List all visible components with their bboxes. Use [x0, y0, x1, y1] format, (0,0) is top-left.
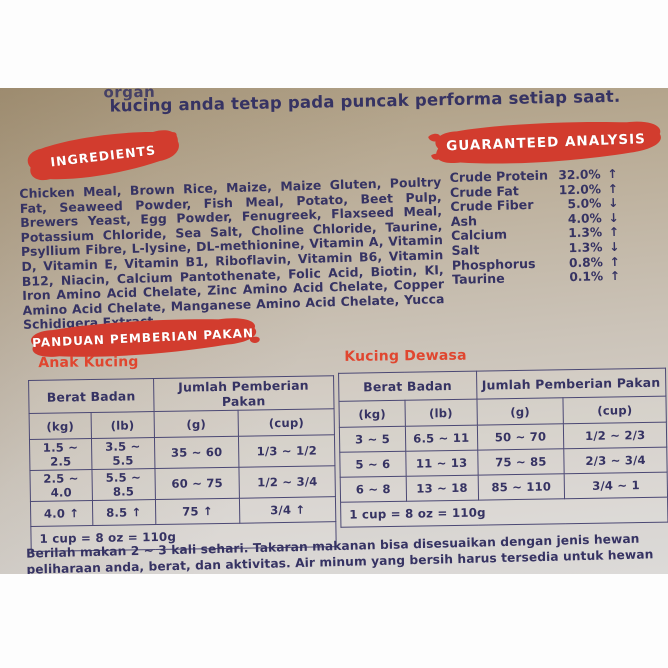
table-row: 2.5 ~ 4.0 5.5 ~ 8.5 60 ~ 75 1/2 ~ 3/4 — [29, 465, 336, 502]
guaranteed-analysis-list: Crude Protein 32.0% ↑ Crude Fat 12.0% ↑ … — [450, 166, 621, 287]
table-cell: 5.5 ~ 8.5 — [91, 468, 156, 501]
guaranteed-analysis-banner: GUARANTEED ANALYSIS — [425, 115, 667, 170]
table-cell: 3/4 ↑ — [239, 496, 336, 524]
adult-feeding-table: Berat Badan Jumlah Pemberian Pakan (kg) … — [338, 367, 668, 528]
table-cell: 5 ~ 6 — [339, 451, 406, 478]
ga-value: 0.1% — [569, 269, 604, 285]
unit-cup: (cup) — [238, 408, 335, 437]
table-cell: 3/4 ~ 1 — [564, 472, 668, 499]
unit-kg: (kg) — [338, 400, 406, 428]
brush-stroke-icon — [27, 130, 179, 181]
slogan-text: kucing anda tetap pada puncak performa s… — [109, 88, 621, 116]
unit-lb: (lb) — [404, 399, 477, 427]
col-group-berat-badan: Berat Badan — [28, 378, 154, 414]
ga-label: Taurine — [452, 270, 505, 288]
brush-stroke-icon — [31, 318, 260, 357]
table-cell: 60 ~ 75 — [154, 467, 240, 500]
table-cell: 1.5 ~ 2.5 — [29, 438, 92, 471]
col-group-berat-badan: Berat Badan — [338, 371, 477, 402]
ga-value: 12.0% — [558, 181, 602, 197]
unit-lb: (lb) — [90, 411, 155, 439]
ga-value: 32.0% — [558, 167, 601, 183]
col-group-jumlah-pakan: Jumlah Pemberian Pakan — [153, 375, 335, 412]
kitten-feeding-table: Berat Badan Jumlah Pemberian Pakan (kg) … — [28, 375, 337, 552]
col-group-jumlah-pakan: Jumlah Pemberian Pakan — [476, 368, 666, 400]
table-cell: 2.5 ~ 4.0 — [29, 469, 93, 502]
table-row: 1.5 ~ 2.5 3.5 ~ 5.5 35 ~ 60 1/3 ~ 1/2 — [29, 434, 335, 471]
table-cell: 4.0 ↑ — [30, 500, 93, 527]
unit-cup: (cup) — [563, 396, 667, 424]
ga-value: 0.8% — [568, 254, 603, 270]
table-cell: 2/3 ~ 3/4 — [564, 447, 668, 474]
ga-row-taurine: Taurine 0.1% ↑ — [452, 268, 620, 287]
table-cell: 11 ~ 13 — [405, 450, 478, 477]
ga-value: 5.0% — [567, 196, 602, 212]
table-cell: 75 ↑ — [155, 498, 241, 525]
ga-value: 1.3% — [568, 240, 603, 256]
ga-value: 1.3% — [568, 225, 603, 241]
ingredients-banner: INGREDIENTS — [22, 123, 184, 187]
cup-conversion-note: 1 cup = 8 oz = 110g — [340, 497, 668, 528]
label-content: organ kucing anda tetap pada puncak perf… — [0, 88, 668, 574]
ingredients-paragraph: Chicken Meal, Brown Rice, Maize, Maize G… — [19, 174, 445, 333]
table-cell: 75 ~ 85 — [477, 448, 565, 476]
table-cell: 35 ~ 60 — [154, 436, 240, 469]
table-cell: 3.5 ~ 5.5 — [91, 437, 155, 470]
table-cell: 50 ~ 70 — [476, 423, 565, 451]
unit-kg: (kg) — [29, 412, 92, 440]
table-cell: 1/2 ~ 2/3 — [563, 422, 667, 449]
up-arrow-icon: ↑ — [607, 181, 619, 196]
up-arrow-icon: ↑ — [609, 254, 620, 269]
table-cell: 1/3 ~ 1/2 — [238, 434, 335, 468]
table-cell: 8.5 ↑ — [92, 499, 156, 526]
table-cell: 85 ~ 110 — [477, 473, 565, 501]
table-row: Berat Badan Jumlah Pemberian Pakan — [28, 375, 335, 414]
up-arrow-icon: ↑ — [609, 268, 621, 284]
table-row: 1 cup = 8 oz = 110g — [340, 497, 668, 528]
table-cell: 13 ~ 18 — [405, 475, 479, 502]
unit-g: (g) — [476, 397, 564, 426]
guaranteed-analysis-banner-label: GUARANTEED ANALYSIS — [445, 131, 647, 155]
kitten-table-title: Anak Kucing — [38, 354, 139, 372]
adult-table-title: Kucing Dewasa — [344, 347, 467, 365]
up-arrow-icon: ↑ — [607, 166, 618, 182]
down-arrow-icon: ↓ — [607, 196, 619, 211]
ingredients-banner-label: INGREDIENTS — [49, 141, 157, 169]
feeding-guide-banner: PANDUAN PEMBERIAN PAKAN — [23, 313, 263, 364]
table-cell: 6 ~ 8 — [340, 476, 407, 503]
brush-stroke-icon — [428, 121, 661, 164]
table-cell: 3 ~ 5 — [339, 426, 406, 453]
table-cell: 6.5 ~ 11 — [405, 425, 478, 452]
table-cell: 1/2 ~ 3/4 — [239, 465, 336, 499]
down-arrow-icon: ↓ — [608, 210, 619, 225]
down-arrow-icon: ↓ — [609, 239, 620, 255]
ga-value: 4.0% — [567, 211, 602, 226]
up-arrow-icon: ↑ — [608, 225, 620, 240]
package-label-photo: organ kucing anda tetap pada puncak perf… — [0, 88, 668, 574]
unit-g: (g) — [153, 410, 239, 438]
